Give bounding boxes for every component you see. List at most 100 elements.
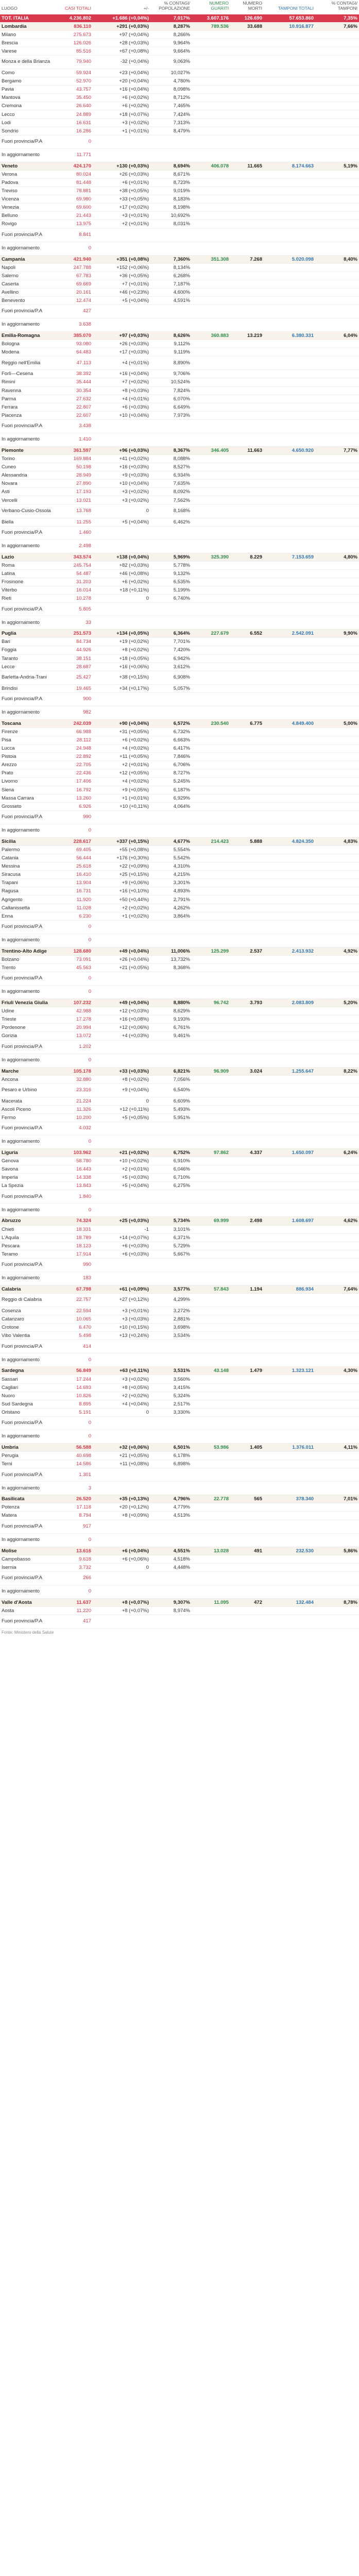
cell-variazione: +1.686 (+0,04%) (93, 14, 150, 23)
cell-casi-totali: 11.220 (57, 1606, 93, 1615)
cell-casi-totali: 11.637 (57, 1598, 93, 1607)
header-morti[interactable]: NUMERO MORTI (243, 1, 262, 11)
cell-contagi-tamponi (315, 904, 359, 912)
province-row: Fuori provincia/P.A 1.840 (0, 1190, 359, 1204)
cell-variazione: +7 (+0,02%) (93, 378, 150, 387)
region-row: Calabria 67.798 +61 (+0,09%) 3,577% 57.843 1.… (0, 1285, 359, 1294)
cell-guariti (192, 920, 230, 934)
cell-guariti (192, 845, 230, 855)
cell-variazione: +9 (+0,03%) (93, 471, 150, 480)
cell-luogo: Varese (0, 47, 57, 56)
cell-luogo: In aggiornamento (0, 148, 57, 162)
cell-contagi-tamponi (315, 419, 359, 433)
province-row: Siena 16.792 +9 (+0,05%) 6,187% (0, 786, 359, 794)
cell-guariti (192, 411, 230, 420)
province-row: Crotone 6.470 +10 (+0,15%) 3,698% (0, 1323, 359, 1332)
cell-contagi-tamponi: 5,20% (315, 998, 359, 1008)
cell-contagi-popolazione: 6,268% (150, 272, 192, 280)
cell-contagi-tamponi (315, 1563, 359, 1572)
cell-morti (230, 348, 264, 357)
cell-variazione: +46 (+0,23%) (93, 288, 150, 297)
header-guariti[interactable]: NUMERO GUARITI (209, 1, 229, 11)
province-row: Ancona 32.880 +8 (+0,02%) 7,056% (0, 1075, 359, 1084)
cell-contagi-tamponi (315, 1468, 359, 1482)
header-variazione[interactable]: +/- (143, 5, 149, 11)
cell-contagi-tamponi (315, 135, 359, 149)
province-row: Napoli 247.788 +152 (+0,06%) 8,134% (0, 263, 359, 272)
cell-casi-totali: 3 (57, 1481, 93, 1496)
cell-luogo: Enna (0, 912, 57, 921)
province-row: L'Aquila 18.789 +14 (+0,07%) 6,371% (0, 1233, 359, 1242)
province-row: Fermo 10.200 +5 (+0,05%) 5,951% (0, 1113, 359, 1122)
cell-contagi-tamponi: 7,35% (315, 14, 359, 23)
province-row: Ravenna 30.354 +8 (+0,03%) 7,824% (0, 386, 359, 395)
cell-contagi-tamponi (315, 569, 359, 578)
header-contagi-tamponi[interactable]: % CONTAGI/ TAMPONI (331, 1, 357, 11)
cell-morti (230, 296, 264, 306)
province-row: Reggio di Calabria 22.757 +27 (+0,12%) 4,29… (0, 1293, 359, 1307)
cell-contagi-popolazione (150, 1468, 192, 1482)
cell-contagi-tamponi (315, 671, 359, 685)
cell-luogo: Emilia-Romagna (0, 331, 57, 341)
cell-tamponi (264, 211, 315, 221)
cell-tamponi (264, 887, 315, 896)
cell-contagi-popolazione: 6,752% (150, 1148, 192, 1158)
cell-contagi-tamponi (315, 878, 359, 888)
cell-tamponi (264, 148, 315, 162)
province-row: Cagliari 14.693 +8 (+0,05%) 3,415% (0, 1383, 359, 1392)
cell-casi-totali: 8.794 (57, 1511, 93, 1520)
cell-morti (230, 378, 264, 387)
cell-luogo: Massa Carrara (0, 794, 57, 803)
cell-casi-totali: 24.889 (57, 110, 93, 119)
cell-tamponi (264, 810, 315, 824)
cell-contagi-popolazione: 4,677% (150, 837, 192, 846)
cell-morti (230, 1135, 264, 1149)
cell-casi-totali: 11.255 (57, 518, 93, 527)
cell-contagi-tamponi (315, 1031, 359, 1041)
province-row: Arezzo 22.705 +2 (+0,01%) 6,706% (0, 760, 359, 770)
cell-contagi-popolazione: 6,934% (150, 471, 192, 480)
header-casi-totali[interactable]: CASI TOTALI (64, 5, 91, 11)
cell-contagi-popolazione: 9,193% (150, 1015, 192, 1024)
cell-morti (230, 1272, 264, 1285)
cell-variazione: +21 (+0,02%) (93, 1148, 150, 1158)
cell-luogo: Fuori provincia/P.A (0, 1615, 57, 1629)
cell-tamponi (264, 127, 315, 135)
cell-variazione: +3 (+0,03%) (93, 1315, 150, 1324)
cell-contagi-tamponi (315, 369, 359, 379)
cell-guariti (192, 887, 230, 896)
cell-contagi-tamponi (315, 1190, 359, 1204)
cell-variazione (93, 692, 150, 706)
cell-guariti (192, 187, 230, 196)
cell-tamponi (264, 195, 315, 204)
cell-contagi-tamponi (315, 895, 359, 904)
cell-casi-totali: 5.191 (57, 1408, 93, 1417)
cell-casi-totali: 103.962 (57, 1148, 93, 1158)
province-row: Brescia 126.026 +28 (+0,03%) 9,964% (0, 39, 359, 47)
cell-luogo: Fuori provincia/P.A (0, 1520, 57, 1534)
cell-contagi-tamponi (315, 854, 359, 863)
province-row: Verbano-Cusio-Ossola 13.768 0 8,168% (0, 504, 359, 518)
cell-variazione: +5 (+0,05%) (93, 1113, 150, 1122)
header-tamponi[interactable]: TAMPONI TOTALI (278, 5, 314, 11)
cell-guariti (192, 378, 230, 387)
cell-luogo: Taranto (0, 654, 57, 663)
cell-contagi-popolazione (150, 1135, 192, 1149)
cell-variazione: +3 (+0,02%) (93, 496, 150, 505)
cell-contagi-popolazione: 8,727% (150, 769, 192, 778)
province-row: Mantova 35.450 +6 (+0,02%) 8,712% (0, 93, 359, 103)
province-row: Fuori provincia/P.A 427 (0, 304, 359, 319)
cell-contagi-tamponi (315, 1007, 359, 1016)
header-contagi-popolazione[interactable]: % CONTAGI/ POPOLAZIONE (159, 1, 190, 11)
cell-variazione: +18 (+0,07%) (93, 110, 150, 119)
cell-casi-totali: 40.698 (57, 1451, 93, 1461)
cell-tamponi (264, 272, 315, 280)
cell-contagi-tamponi (315, 1555, 359, 1564)
header-luogo[interactable]: LUOGO (2, 5, 18, 11)
cell-contagi-tamponi (315, 934, 359, 947)
region-row: Sicilia 228.617 +337 (+0,15%) 4,677% 214.423… (0, 837, 359, 846)
cell-contagi-tamponi (315, 69, 359, 78)
cell-guariti (192, 1173, 230, 1182)
cell-luogo: Biella (0, 518, 57, 527)
province-row: Sondrio 16.286 +1 (+0,01%) 8,479% (0, 127, 359, 135)
